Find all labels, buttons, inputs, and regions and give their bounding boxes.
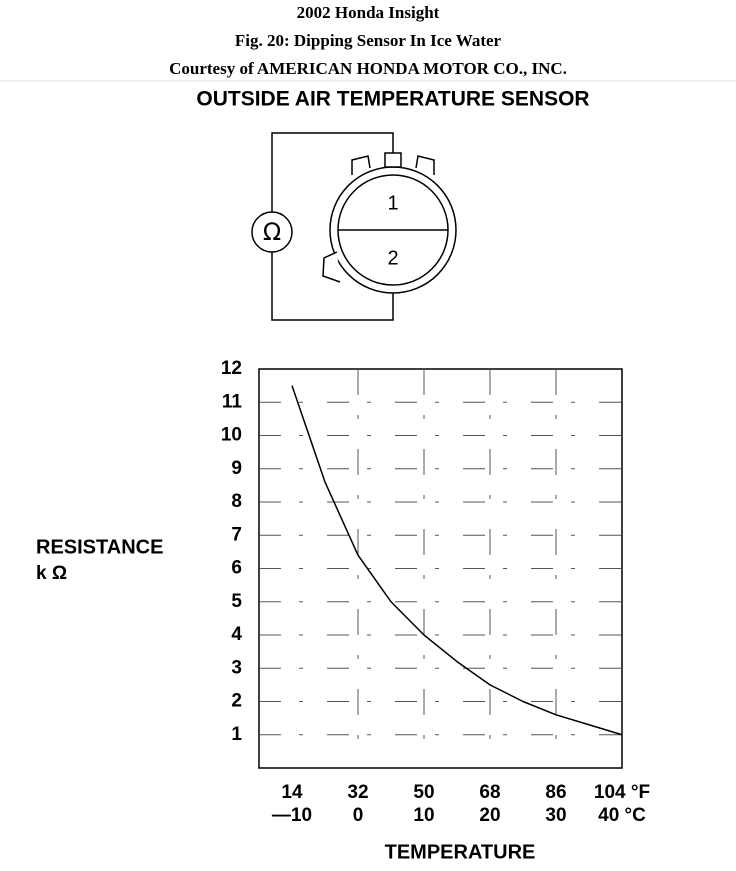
y-tick-label: 7 (231, 524, 242, 545)
y-tick-label: 4 (231, 624, 242, 645)
wire (271, 252, 394, 321)
x2-tick-label: 30 (545, 805, 566, 826)
connector-tab (415, 155, 435, 175)
y-tick-label: 10 (221, 425, 242, 446)
y-tick-label: 6 (231, 558, 242, 579)
x-tick-label: 14 (281, 782, 303, 803)
x-tick-label: 68 (479, 782, 500, 803)
x-axis-label: TEMPERATURE (385, 841, 536, 863)
x2-tick-label: 20 (479, 805, 500, 826)
x2-tick-label: 10 (413, 805, 434, 826)
plot-frame (258, 368, 623, 769)
y-tick-label: 11 (222, 391, 243, 412)
y-axis-unit: k Ω (36, 563, 67, 584)
x-tick-label: 50 (413, 782, 434, 803)
x-tick-label: 86 (545, 782, 566, 803)
y-tick-label: 1 (231, 724, 242, 745)
y-tick-label: 12 (221, 358, 242, 379)
connector-tab (384, 152, 402, 168)
x2-tick-label: 40 °C (598, 805, 646, 826)
diagram-title: OUTSIDE AIR TEMPERATURE SENSOR (196, 88, 589, 111)
connector-tab (351, 155, 371, 175)
header-credit: Courtesy of AMERICAN HONDA MOTOR CO., IN… (169, 59, 567, 78)
sensor-diagram (251, 132, 457, 321)
connector-tab (322, 251, 341, 283)
wire (271, 132, 394, 212)
meter-symbol: Ω (263, 218, 281, 246)
ohmmeter (251, 211, 293, 253)
y-tick-label: 5 (231, 591, 242, 612)
pin-label: 2 (387, 247, 398, 269)
pin-label: 1 (387, 192, 398, 214)
y-tick-label: 9 (231, 458, 242, 479)
header-title: 2002 Honda Insight (297, 3, 440, 22)
y-tick-label: 2 (231, 691, 242, 712)
resistance-curve (291, 385, 623, 736)
x-tick-label: 104 °F (594, 782, 650, 803)
x2-tick-label: 0 (353, 805, 364, 826)
header-caption: Fig. 20: Dipping Sensor In Ice Water (235, 31, 502, 50)
y-tick-label: 3 (231, 657, 242, 678)
x-tick-label: 32 (347, 782, 368, 803)
y-axis-label: RESISTANCE (36, 536, 163, 558)
y-tick-label: 8 (231, 491, 242, 512)
x2-tick-label: —10 (272, 805, 312, 826)
